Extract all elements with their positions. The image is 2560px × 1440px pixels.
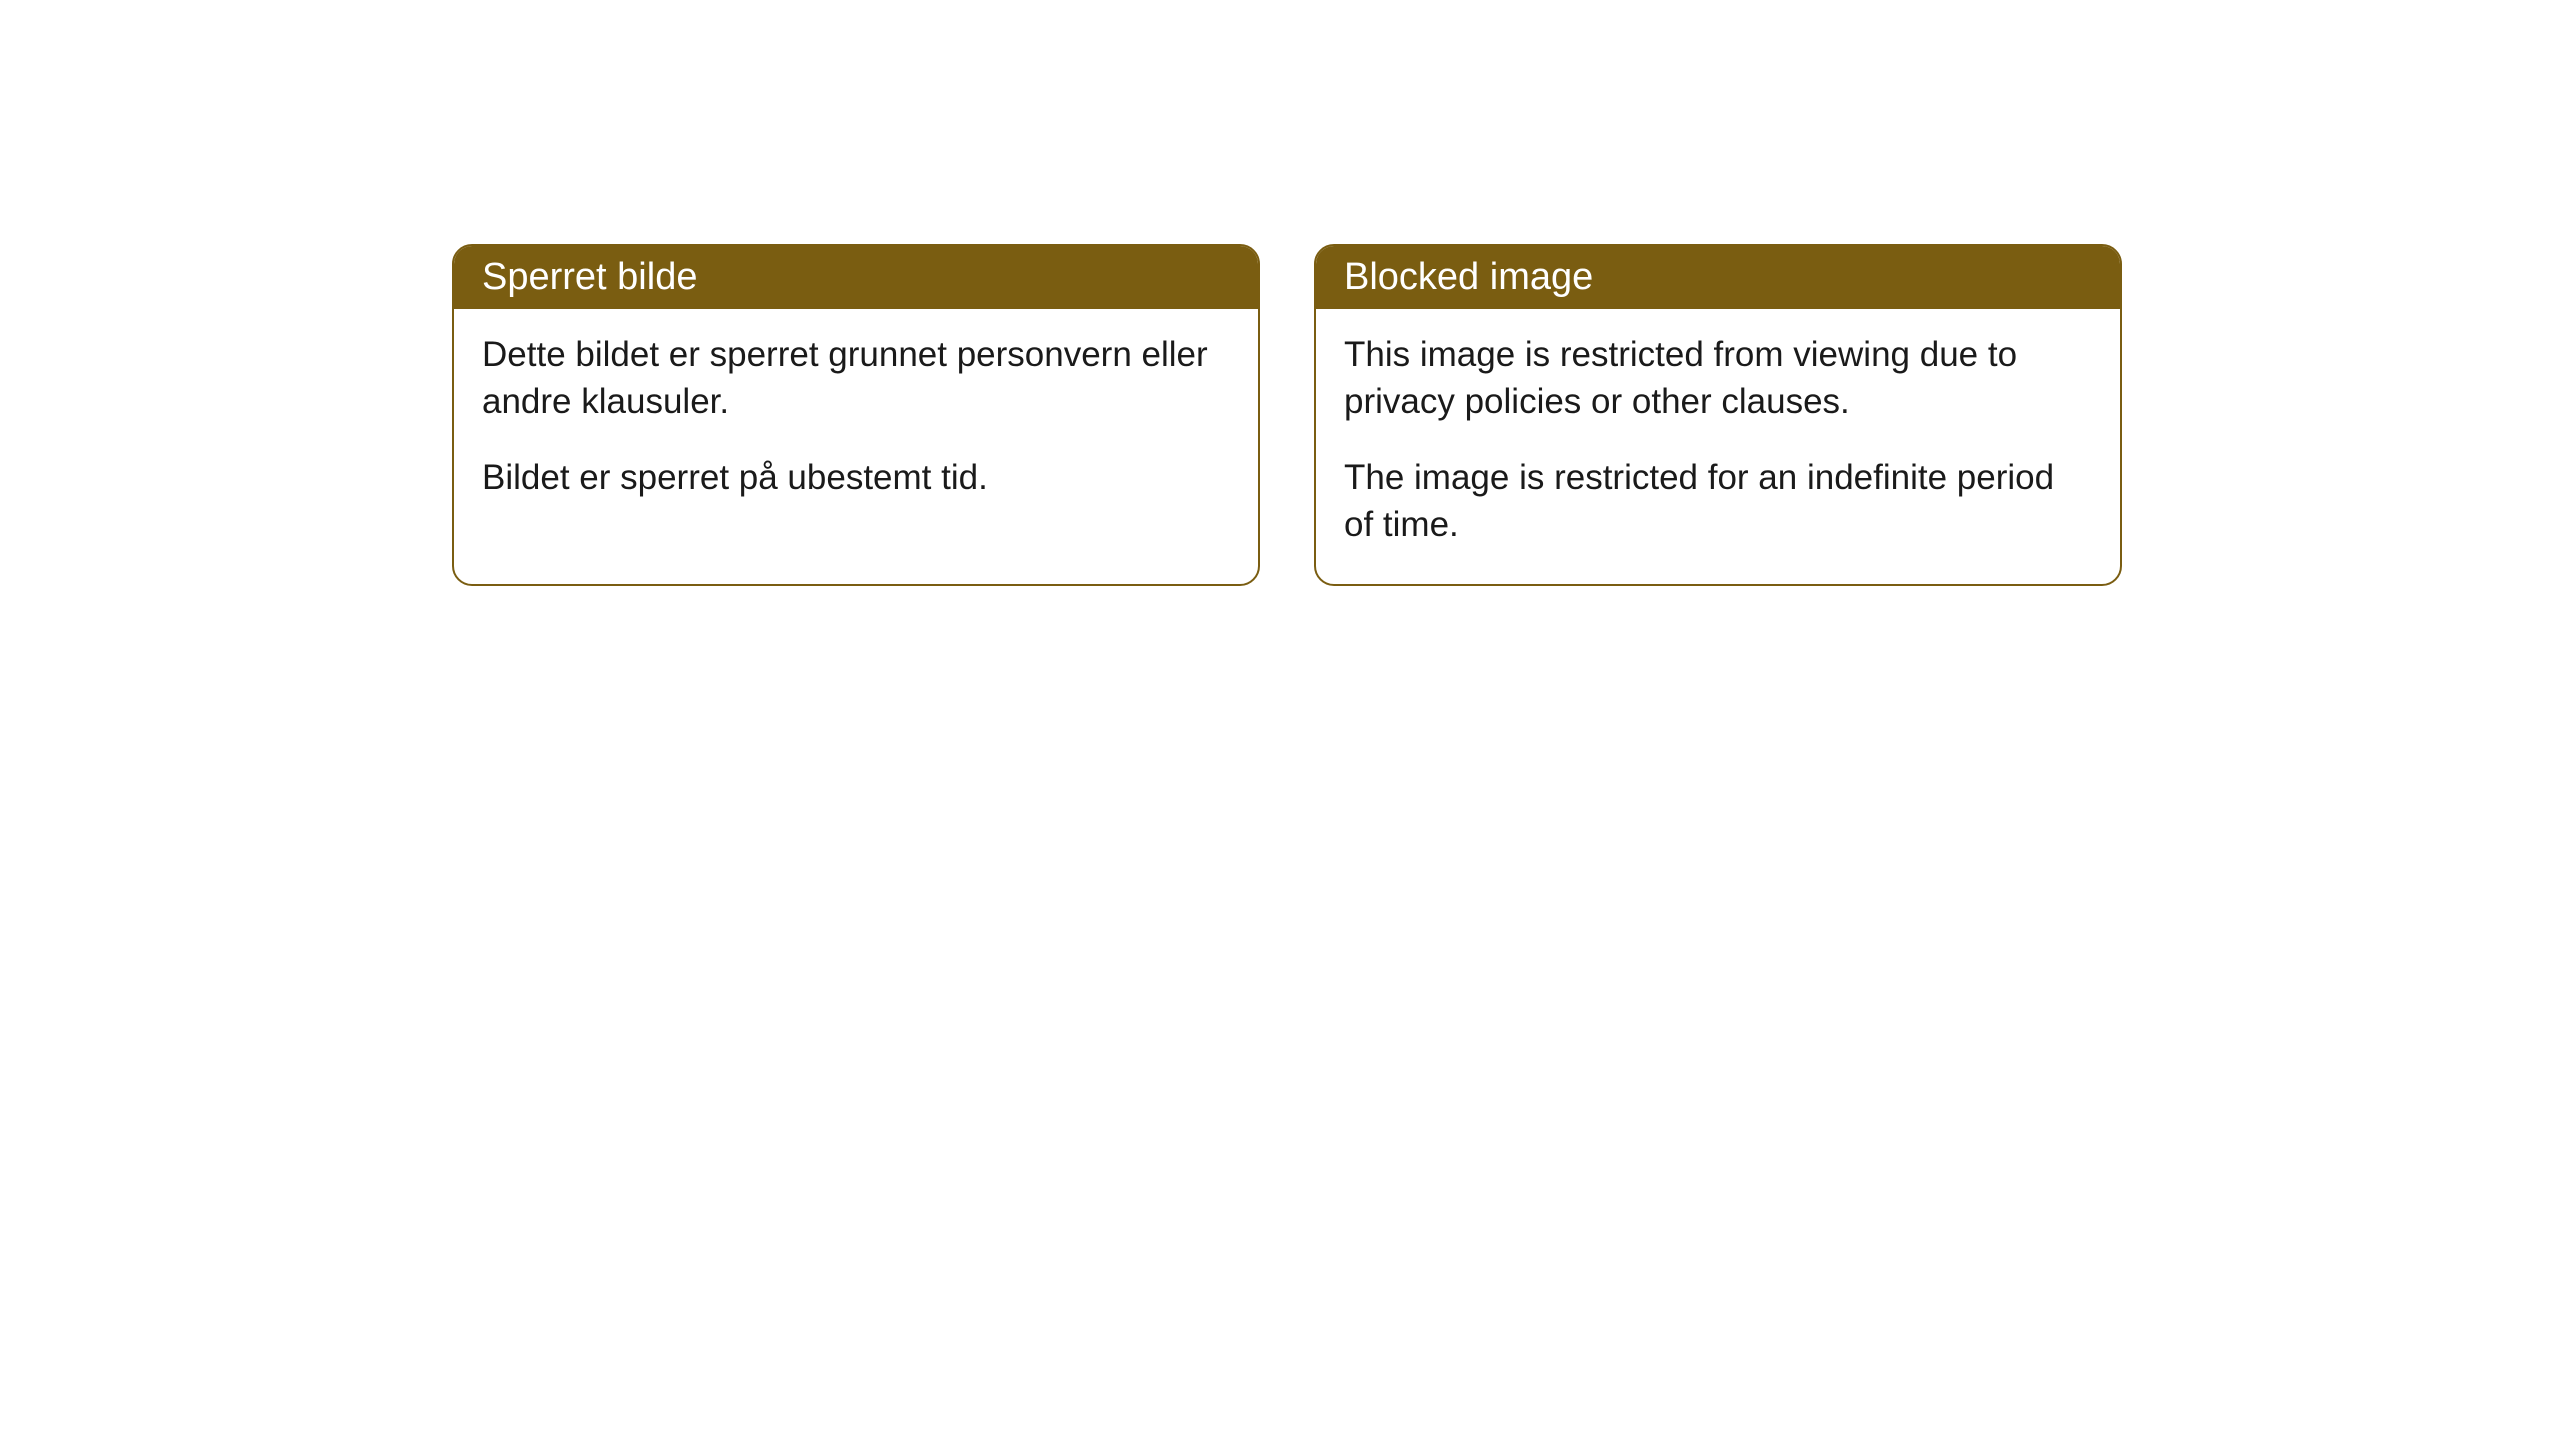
card-body-norwegian: Dette bildet er sperret grunnet personve… <box>454 309 1258 537</box>
card-body-english: This image is restricted from viewing du… <box>1316 309 2120 584</box>
card-paragraph-2-english: The image is restricted for an indefinit… <box>1344 454 2092 549</box>
card-title-norwegian: Sperret bilde <box>482 256 697 298</box>
card-header-english: Blocked image <box>1316 246 2120 309</box>
card-header-norwegian: Sperret bilde <box>454 246 1258 309</box>
blocked-image-card-norwegian: Sperret bilde Dette bildet er sperret gr… <box>452 244 1260 586</box>
card-paragraph-2-norwegian: Bildet er sperret på ubestemt tid. <box>482 454 1230 501</box>
notice-cards-container: Sperret bilde Dette bildet er sperret gr… <box>452 244 2122 586</box>
blocked-image-card-english: Blocked image This image is restricted f… <box>1314 244 2122 586</box>
card-paragraph-1-english: This image is restricted from viewing du… <box>1344 331 2092 426</box>
card-title-english: Blocked image <box>1344 256 1593 298</box>
card-paragraph-1-norwegian: Dette bildet er sperret grunnet personve… <box>482 331 1230 426</box>
